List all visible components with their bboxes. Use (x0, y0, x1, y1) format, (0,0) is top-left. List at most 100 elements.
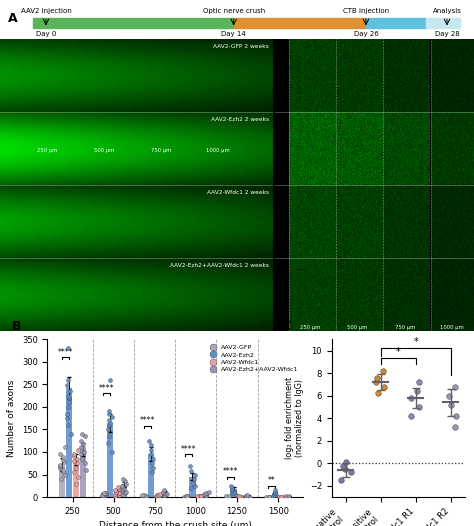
Bar (196, 495, 202, 497)
Point (155, 491, 163, 500)
Bar (141, 496, 147, 497)
Point (154, 491, 161, 500)
Point (140, 492, 147, 500)
Bar (237, 496, 244, 497)
Bar (426, 18, 460, 28)
Point (183, 492, 191, 500)
Point (112, 488, 119, 496)
Bar (190, 477, 195, 497)
Bar (366, 18, 426, 28)
Point (201, 491, 209, 499)
Text: 250 μm: 250 μm (37, 148, 57, 153)
Text: Day 0: Day 0 (36, 32, 56, 37)
Point (99, 492, 106, 500)
Point (407, 412, 415, 420)
Point (187, 462, 194, 471)
Point (72, 479, 80, 488)
Point (64, 409, 71, 418)
Text: Day 14: Day 14 (221, 32, 246, 37)
Point (413, 387, 421, 396)
Point (373, 373, 380, 382)
Point (374, 389, 382, 398)
Point (372, 378, 380, 386)
Bar (121, 484, 127, 497)
Point (79, 444, 87, 452)
Text: 250 μm: 250 μm (300, 325, 320, 330)
Point (81, 459, 89, 468)
Point (265, 492, 273, 501)
Text: ****: **** (181, 445, 197, 454)
Point (122, 488, 129, 496)
Bar (162, 492, 168, 497)
Point (283, 492, 291, 501)
Bar (272, 492, 278, 497)
Point (116, 489, 124, 498)
Point (189, 479, 196, 487)
Point (78, 454, 86, 463)
Text: **: ** (267, 477, 275, 485)
Point (149, 463, 156, 472)
Point (153, 492, 160, 501)
Point (104, 439, 112, 447)
Point (222, 492, 229, 501)
Point (70, 457, 77, 465)
Point (180, 492, 187, 501)
Point (115, 483, 122, 491)
Point (190, 475, 198, 483)
Text: AAV2 injection: AAV2 injection (20, 8, 72, 14)
Point (342, 458, 350, 467)
Point (147, 450, 155, 459)
Point (56, 462, 64, 471)
Point (109, 448, 116, 456)
Point (122, 479, 130, 488)
Point (183, 491, 191, 500)
Point (225, 492, 233, 500)
Point (270, 490, 278, 498)
Text: AAV2-GFP 2 weeks: AAV2-GFP 2 weeks (213, 44, 269, 49)
Point (122, 489, 129, 498)
Point (152, 492, 160, 500)
Point (61, 443, 68, 452)
Point (119, 484, 127, 492)
Bar (100, 495, 106, 497)
Point (244, 491, 251, 499)
Point (82, 466, 89, 474)
Bar (148, 454, 155, 497)
Point (111, 486, 118, 494)
Point (265, 492, 273, 501)
Point (143, 491, 150, 500)
Point (111, 492, 119, 500)
Point (415, 403, 422, 411)
Point (79, 440, 87, 448)
Point (195, 492, 203, 500)
Bar (114, 492, 120, 497)
Point (101, 490, 109, 498)
Point (73, 463, 80, 472)
Point (77, 437, 84, 445)
Bar (107, 423, 113, 497)
Text: 500 μm: 500 μm (347, 325, 367, 330)
Point (59, 466, 66, 474)
Point (77, 450, 85, 459)
Bar (66, 388, 72, 497)
Point (188, 467, 195, 475)
Point (73, 454, 81, 463)
Point (237, 492, 245, 501)
Y-axis label: log₂ fold enrichment
(normalized to IgG): log₂ fold enrichment (normalized to IgG) (285, 377, 304, 459)
Text: *: * (396, 347, 401, 357)
Text: B: B (11, 320, 21, 333)
Point (60, 468, 67, 477)
Point (78, 430, 86, 438)
Point (339, 461, 346, 470)
Point (58, 475, 65, 483)
Point (111, 490, 118, 499)
Point (272, 488, 279, 496)
Point (61, 470, 68, 479)
Point (197, 492, 205, 500)
Point (452, 412, 460, 420)
Point (236, 492, 243, 500)
Point (228, 482, 235, 490)
Point (106, 419, 113, 427)
Bar (234, 18, 366, 28)
Point (346, 468, 354, 477)
